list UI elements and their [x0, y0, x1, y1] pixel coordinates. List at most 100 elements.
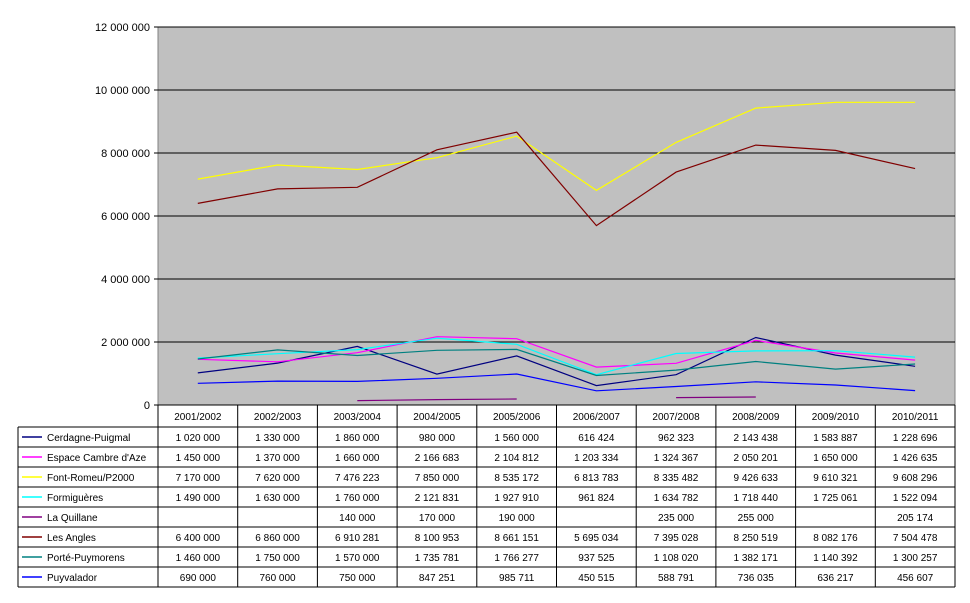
data-label: 456 607 — [897, 573, 934, 584]
gridlines — [158, 26, 955, 343]
category-label: 2003/2004 — [334, 412, 382, 423]
series-line-2 — [197, 101, 916, 192]
series-line-7 — [197, 373, 916, 392]
data-label: 7 170 000 — [176, 473, 221, 484]
data-label: 1 228 696 — [893, 433, 938, 444]
y-tick-label: 8 000 000 — [101, 148, 150, 160]
legend-label: Espace Cambre d'Aze — [47, 453, 147, 464]
data-label: 1 735 781 — [415, 553, 460, 564]
y-tick-label: 0 — [144, 400, 150, 412]
data-label: 1 460 000 — [176, 553, 221, 564]
data-label: 1 108 020 — [654, 553, 699, 564]
series-line-5 — [197, 131, 916, 227]
data-label: 1 490 000 — [176, 493, 221, 504]
data-label: 6 860 000 — [255, 533, 300, 544]
data-label: 8 250 519 — [734, 533, 779, 544]
data-label: 980 000 — [419, 433, 456, 444]
data-label: 5 695 034 — [574, 533, 619, 544]
data-label: 7 850 000 — [415, 473, 460, 484]
legend-label: Puyvalador — [47, 573, 98, 584]
data-label: 1 020 000 — [176, 433, 221, 444]
data-label: 7 476 223 — [335, 473, 380, 484]
data-label: 255 000 — [738, 513, 775, 524]
data-label: 2 166 683 — [415, 453, 460, 464]
data-label: 170 000 — [419, 513, 456, 524]
legend-label: La Quillane — [47, 513, 98, 524]
data-label: 8 335 482 — [654, 473, 699, 484]
data-label: 450 515 — [578, 573, 615, 584]
data-label: 1 570 000 — [335, 553, 380, 564]
data-label: 636 217 — [817, 573, 854, 584]
legend-label: Cerdagne-Puigmal — [47, 433, 130, 444]
y-tick-label: 6 000 000 — [101, 211, 150, 223]
data-label: 1 760 000 — [335, 493, 380, 504]
data-label: 7 504 478 — [893, 533, 938, 544]
data-label: 1 140 392 — [813, 553, 858, 564]
data-label: 937 525 — [578, 553, 615, 564]
data-label: 961 824 — [578, 493, 615, 504]
data-label: 1 750 000 — [255, 553, 300, 564]
data-label: 1 450 000 — [176, 453, 221, 464]
data-label: 1 560 000 — [494, 433, 539, 444]
data-label: 760 000 — [259, 573, 296, 584]
data-label: 1 426 635 — [893, 453, 938, 464]
data-label: 1 583 887 — [813, 433, 858, 444]
data-label: 8 100 953 — [415, 533, 460, 544]
data-label: 2 143 438 — [734, 433, 779, 444]
data-table: 2001/2002 2002/2003 2003/2004 2004/2005 2005… — [17, 404, 956, 588]
data-label: 1 634 782 — [654, 493, 699, 504]
data-label: 7 620 000 — [255, 473, 300, 484]
data-label: 736 035 — [738, 573, 775, 584]
data-label: 1 927 910 — [494, 493, 539, 504]
data-label: 7 395 028 — [654, 533, 699, 544]
category-label: 2001/2002 — [174, 412, 222, 423]
data-label: 2 121 831 — [415, 493, 460, 504]
legend-label: Font-Romeu/P2000 — [47, 473, 135, 484]
data-label: 6 400 000 — [176, 533, 221, 544]
data-label: 616 424 — [578, 433, 615, 444]
series-line-3 — [197, 337, 916, 376]
data-label: 205 174 — [897, 513, 934, 524]
data-label: 1 718 440 — [734, 493, 779, 504]
data-label: 235 000 — [658, 513, 695, 524]
data-label: 1 300 257 — [893, 553, 938, 564]
y-tick-label: 10 000 000 — [95, 85, 150, 97]
category-label: 2006/2007 — [573, 412, 621, 423]
legend-label: Formiguères — [47, 493, 103, 504]
category-label: 2004/2005 — [413, 412, 461, 423]
data-label: 2 050 201 — [734, 453, 779, 464]
legend-label: Les Angles — [47, 533, 96, 544]
data-label: 6 813 783 — [574, 473, 619, 484]
category-label: 2005/2006 — [493, 412, 541, 423]
data-label: 1 766 277 — [494, 553, 539, 564]
data-label: 750 000 — [339, 573, 376, 584]
y-tick-label: 12 000 000 — [95, 22, 150, 34]
data-label: 1 630 000 — [255, 493, 300, 504]
data-label: 1 370 000 — [255, 453, 300, 464]
data-label: 1 203 334 — [574, 453, 619, 464]
data-label: 8 535 172 — [494, 473, 539, 484]
data-label: 985 711 — [499, 573, 535, 584]
category-label: 2002/2003 — [254, 412, 302, 423]
y-axis-ticks: 0 2 000 000 4 000 000 6 000 000 8 000 000 10 … — [95, 22, 158, 412]
series-line-4 — [676, 396, 756, 399]
data-label: 8 661 151 — [494, 533, 539, 544]
series-line-1 — [197, 336, 916, 368]
series-line-6 — [197, 348, 916, 377]
category-label: 2009/2010 — [812, 412, 860, 423]
data-label: 190 000 — [499, 513, 536, 524]
data-label: 1 330 000 — [255, 433, 300, 444]
data-label: 1 382 171 — [734, 553, 779, 564]
data-label: 140 000 — [339, 513, 376, 524]
series-line-4 — [357, 398, 517, 402]
y-tick-label: 4 000 000 — [101, 274, 150, 286]
data-label: 1 860 000 — [335, 433, 380, 444]
y-tick-label: 2 000 000 — [101, 337, 150, 349]
category-label: 2008/2009 — [732, 412, 780, 423]
data-label: 1 522 094 — [893, 493, 938, 504]
data-label: 9 426 633 — [734, 473, 779, 484]
data-label: 847 251 — [419, 573, 456, 584]
data-label: 962 323 — [658, 433, 695, 444]
category-label: 2010/2011 — [892, 412, 939, 423]
